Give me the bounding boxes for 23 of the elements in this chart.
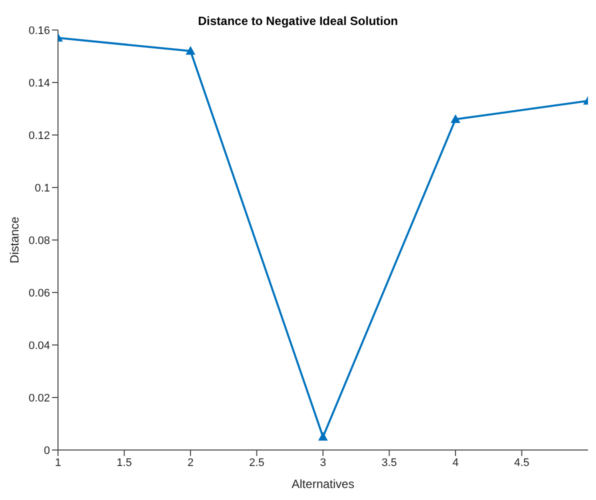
y-tick-label: 0.02 — [28, 392, 50, 404]
point — [186, 46, 195, 55]
chart-title: Distance to Negative Ideal Solution — [198, 14, 398, 28]
x-tick-label: 3.5 — [382, 456, 397, 469]
y-tick-label: 0.16 — [28, 24, 50, 37]
x-tick-label: 4 — [452, 456, 459, 469]
y-axis-title: Distance — [7, 216, 22, 264]
y-tick-label: 0.12 — [28, 130, 50, 142]
x-tick-label: 1.5 — [116, 456, 132, 469]
y-tick-label: 0.04 — [28, 340, 50, 352]
y-tick-label: 0.06 — [28, 287, 50, 300]
y-tick-label: 0.08 — [28, 234, 50, 247]
x-axis-title: Alternatives — [292, 477, 354, 491]
x-tick-label: 2 — [187, 456, 194, 469]
y-tick-label: 0 — [44, 444, 50, 457]
y-tick-label: 0.14 — [28, 77, 50, 90]
x-tick-label: 4.5 — [514, 456, 530, 469]
point — [451, 114, 460, 123]
point — [318, 432, 328, 441]
x-tick-label: 3 — [320, 456, 326, 469]
x-tick-label: 2.5 — [249, 456, 264, 469]
x-tick-label: 1 — [54, 456, 62, 469]
y-tick-label: 0.1 — [34, 182, 50, 194]
